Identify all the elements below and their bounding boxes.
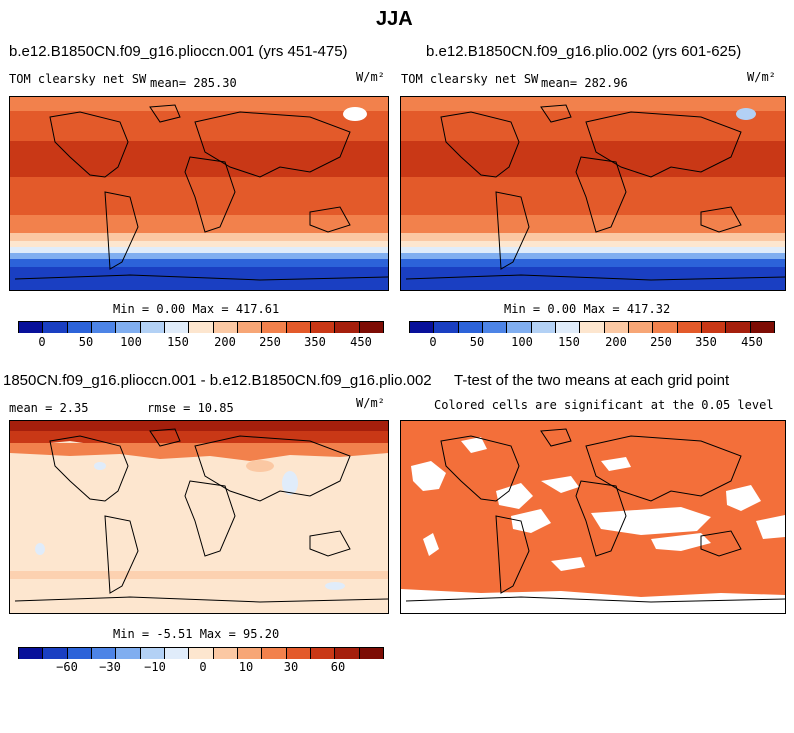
colorbar-segment: [140, 648, 165, 659]
colorbar-tick: 0: [429, 335, 437, 349]
colorbar-tick: 450: [741, 335, 763, 349]
colorbar-tick: 0: [38, 335, 46, 349]
colorbar-segment: [116, 648, 141, 659]
colorbar-segment: [91, 648, 117, 659]
panel4-title: T-test of the two means at each grid poi…: [454, 372, 730, 389]
colorbar-segment: [750, 322, 775, 333]
panel1-field: [10, 97, 388, 290]
colorbar-segment: [458, 322, 483, 333]
figure-title: JJA: [376, 8, 413, 30]
colorbar-tick: 30: [283, 660, 299, 674]
colorbar-tick: 200: [605, 335, 627, 349]
panel4-field: [401, 421, 785, 613]
colorbar-segment: [18, 648, 44, 659]
panel3-field: [10, 421, 388, 613]
panel2-title: b.e12.B1850CN.f09_g16.plio.002 (yrs 601-…: [426, 43, 742, 60]
colorbar-segment: [286, 648, 311, 659]
colorbar-tick: −10: [144, 660, 166, 674]
panel3-colorbar: [18, 647, 384, 659]
colorbar-segment: [701, 322, 727, 333]
colorbar-segment: [335, 322, 360, 333]
colorbar-tick: 50: [78, 335, 94, 349]
colorbar-segment: [677, 322, 702, 333]
colorbar-segment: [116, 322, 141, 333]
colorbar-tick: −30: [99, 660, 121, 674]
colorbar-segment: [43, 322, 68, 333]
panel1-units: W/m²: [356, 70, 385, 84]
colorbar-tick: 350: [695, 335, 717, 349]
colorbar-tick: 250: [259, 335, 281, 349]
colorbar-tick: 0: [199, 660, 207, 674]
panel2-field: [401, 97, 785, 290]
colorbar-segment: [359, 648, 384, 659]
colorbar-segment: [237, 648, 263, 659]
colorbar-segment: [164, 648, 190, 659]
panel1-map: [9, 96, 389, 291]
colorbar-segment: [604, 322, 629, 333]
panel4-subtitle: Colored cells are significant at the 0.0…: [434, 398, 774, 412]
colorbar-segment: [237, 322, 263, 333]
colorbar-tick: 150: [558, 335, 580, 349]
colorbar-tick: 450: [350, 335, 372, 349]
colorbar-segment: [555, 322, 581, 333]
colorbar-tick: 350: [304, 335, 326, 349]
panel4-map: [400, 420, 786, 614]
panel1-variable-label: TOM clearsky net SW: [9, 72, 147, 86]
panel2-units: W/m²: [747, 70, 776, 84]
colorbar-segment: [359, 322, 384, 333]
panel3-map: [9, 420, 389, 614]
colorbar-segment: [189, 322, 214, 333]
colorbar-tick: 50: [469, 335, 485, 349]
panel2-map: [400, 96, 786, 291]
colorbar-segment: [482, 322, 508, 333]
panel1-mean: mean= 285.30: [150, 76, 237, 90]
colorbar-segment: [653, 322, 678, 333]
panel2-variable-label: TOM clearsky net SW: [401, 72, 539, 86]
colorbar-segment: [580, 322, 605, 333]
colorbar-tick: 250: [650, 335, 672, 349]
colorbar-tick: 10: [238, 660, 254, 674]
panel2-mean: mean= 282.96: [541, 76, 628, 90]
panel1-title: b.e12.B1850CN.f09_g16.plioccn.001 (yrs 4…: [9, 43, 348, 60]
colorbar-tick: −60: [56, 660, 78, 674]
colorbar-segment: [189, 648, 214, 659]
colorbar-segment: [213, 322, 238, 333]
colorbar-segment: [43, 648, 68, 659]
panel3-rmse: rmse = 10.85: [147, 401, 234, 415]
panel2-colorbar: [409, 321, 775, 333]
colorbar-tick: 100: [511, 335, 533, 349]
colorbar-segment: [628, 322, 654, 333]
colorbar-segment: [286, 322, 311, 333]
colorbar-segment: [140, 322, 165, 333]
colorbar-segment: [310, 648, 336, 659]
panel3-mean: mean = 2.35: [9, 401, 89, 415]
panel1-colorbar: [18, 321, 384, 333]
colorbar-segment: [18, 322, 44, 333]
colorbar-tick: 100: [120, 335, 142, 349]
colorbar-segment: [335, 648, 360, 659]
panel3-units: W/m²: [356, 396, 385, 410]
colorbar-tick: 60: [330, 660, 346, 674]
colorbar-segment: [262, 648, 287, 659]
colorbar-tick: 200: [214, 335, 236, 349]
colorbar-segment: [67, 322, 92, 333]
colorbar-segment: [434, 322, 459, 333]
colorbar-segment: [409, 322, 435, 333]
panel3-title: 1850CN.f09_g16.plioccn.001 - b.e12.B1850…: [3, 372, 432, 389]
colorbar-segment: [531, 322, 556, 333]
colorbar-segment: [164, 322, 190, 333]
panel2-minmax: Min = 0.00 Max = 417.32: [504, 302, 671, 316]
colorbar-segment: [91, 322, 117, 333]
colorbar-segment: [262, 322, 287, 333]
colorbar-segment: [213, 648, 238, 659]
colorbar-tick: 150: [167, 335, 189, 349]
panel1-minmax: Min = 0.00 Max = 417.61: [113, 302, 280, 316]
panel3-minmax: Min = -5.51 Max = 95.20: [113, 627, 280, 641]
colorbar-segment: [310, 322, 336, 333]
colorbar-segment: [726, 322, 751, 333]
colorbar-segment: [67, 648, 92, 659]
colorbar-segment: [507, 322, 532, 333]
